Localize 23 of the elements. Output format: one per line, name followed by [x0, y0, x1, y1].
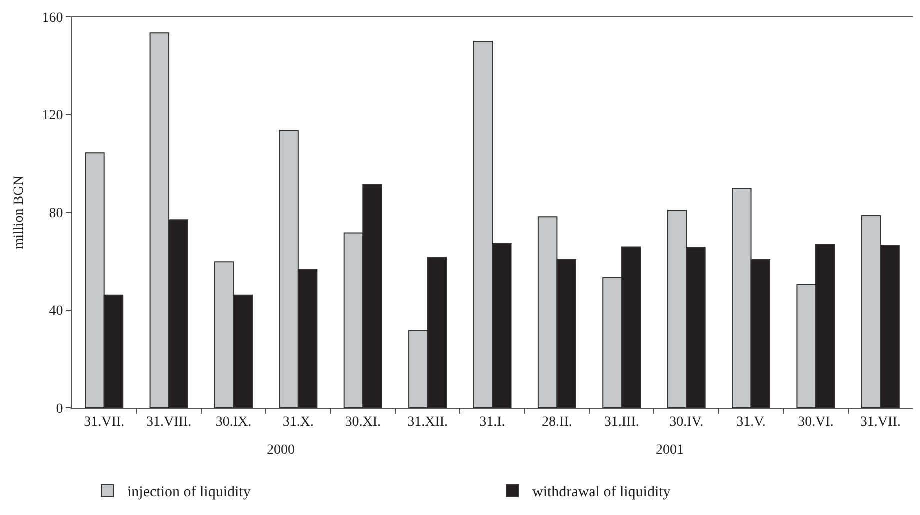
x-tick-label: 30.IV. [670, 414, 704, 430]
text: 2001 [656, 443, 684, 458]
x-tick-label: 30.IX. [216, 414, 252, 430]
x-tick-label: 28.II. [542, 414, 572, 430]
y-tick-label: 40 [49, 304, 64, 320]
y-axis-title: million BGN [12, 176, 27, 250]
x-tick-label: 30.XI. [345, 414, 382, 430]
x-tick-label: 31.X. [282, 414, 314, 430]
y-tick-label: 120 [42, 108, 64, 124]
x-tick-label: 31.V. [736, 414, 766, 430]
legend-label: withdrawal of liquidity [532, 484, 672, 501]
x-tick-label: 31.VII. [860, 414, 901, 430]
legend-label: injection of liquidity [128, 484, 252, 501]
text: 2000 [267, 443, 295, 458]
x-tick-label: 31.VIII. [146, 414, 192, 430]
x-tick-label: 31.XII. [408, 414, 448, 430]
x-tick-label: 31.VII. [84, 414, 125, 430]
y-tick-label: 0 [56, 402, 64, 417]
x-tick-label: 30.VI. [798, 414, 834, 430]
x-tick-label: 31.I. [480, 414, 506, 430]
y-tick-label: 160 [42, 10, 64, 26]
y-tick-label: 80 [49, 206, 64, 222]
x-tick-label: 31.III. [604, 414, 640, 430]
